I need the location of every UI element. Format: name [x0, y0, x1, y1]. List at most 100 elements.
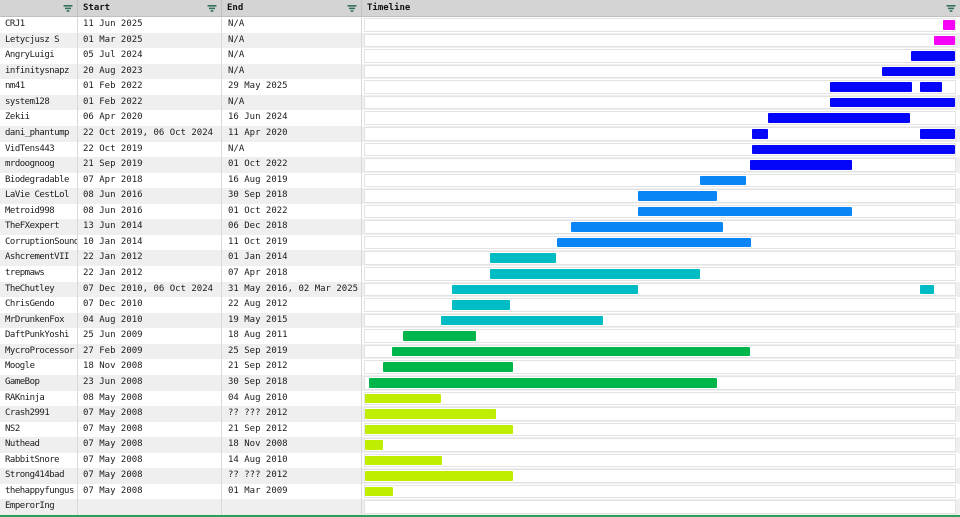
- end-date-cell: N/A: [222, 48, 362, 64]
- timeline-bar[interactable]: [933, 35, 955, 46]
- table-row[interactable]: ChrisGendo 07 Dec 2010 22 Aug 2012: [0, 297, 960, 313]
- table-row[interactable]: Zekii 06 Apr 2020 16 Jun 2024: [0, 110, 960, 126]
- table-row[interactable]: dani_phantump 22 Oct 2019, 06 Oct 2024 11 …: [0, 125, 960, 142]
- timeline-bar[interactable]: [365, 424, 513, 435]
- timeline-cell: [362, 468, 960, 484]
- start-date-cell: 07 Apr 2018: [78, 172, 222, 189]
- timeline-bar[interactable]: [749, 160, 852, 170]
- timeline-bar[interactable]: [700, 175, 747, 186]
- timeline-bar[interactable]: [452, 300, 511, 310]
- table-row[interactable]: Moogle 18 Nov 2008 21 Sep 2012: [0, 359, 960, 375]
- timeline-cell: [362, 79, 960, 95]
- table-row[interactable]: NS2 07 May 2008 21 Sep 2012: [0, 421, 960, 438]
- table-row[interactable]: Biodegradable 07 Apr 2018 16 Aug 2019: [0, 172, 960, 189]
- timeline-bar[interactable]: [920, 82, 942, 92]
- header-cell-start[interactable]: Start: [78, 0, 222, 16]
- timeline-bar[interactable]: [881, 66, 955, 77]
- filter-icon[interactable]: [946, 4, 956, 12]
- member-name-cell: trepmaws: [0, 266, 78, 282]
- filter-icon[interactable]: [347, 4, 357, 12]
- table-row[interactable]: AshcrementVII 22 Jan 2012 01 Jan 2014: [0, 250, 960, 266]
- timeline-bar[interactable]: [829, 97, 955, 108]
- table-row[interactable]: AngryLuigi 05 Jul 2024 N/A: [0, 48, 960, 64]
- timeline-bar[interactable]: [365, 440, 384, 450]
- header-cell-timeline[interactable]: Timeline: [362, 0, 960, 16]
- timeline-bar[interactable]: [557, 237, 752, 248]
- start-date-cell: 22 Jan 2012: [78, 266, 222, 282]
- table-row[interactable]: nm41 01 Feb 2022 29 May 2025: [0, 79, 960, 95]
- timeline-bar[interactable]: [365, 393, 441, 404]
- start-date-cell: 18 Nov 2008: [78, 359, 222, 375]
- table-row[interactable]: VidTens443 22 Oct 2019 N/A: [0, 141, 960, 158]
- timeline-track: [364, 251, 956, 265]
- table-row[interactable]: Metroid998 08 Jun 2016 01 Oct 2022: [0, 203, 960, 220]
- timeline-bar[interactable]: [383, 362, 513, 372]
- table-row[interactable]: CRJ1 11 Jun 2025 N/A: [0, 17, 960, 33]
- table-row[interactable]: RAKninja 08 May 2008 04 Aug 2010: [0, 390, 960, 407]
- timeline-track: [364, 189, 956, 203]
- table-row[interactable]: GameBop 23 Jun 2008 30 Sep 2018: [0, 374, 960, 391]
- timeline-track: [364, 391, 956, 406]
- timeline-bar[interactable]: [440, 315, 603, 326]
- table-row[interactable]: trepmaws 22 Jan 2012 07 Apr 2018: [0, 266, 960, 282]
- timeline-bar[interactable]: [365, 486, 393, 497]
- table-row[interactable]: system128 01 Feb 2022 N/A: [0, 94, 960, 111]
- timeline-track: [364, 407, 956, 421]
- filter-icon[interactable]: [207, 4, 217, 12]
- table-row[interactable]: RabbitSnore 07 May 2008 14 Aug 2010: [0, 452, 960, 469]
- timeline-bar[interactable]: [752, 128, 769, 139]
- table-row[interactable]: CorruptionSound 10 Jan 2014 11 Oct 2019: [0, 234, 960, 251]
- timeline-bar[interactable]: [369, 377, 717, 388]
- filter-icon[interactable]: [63, 4, 73, 12]
- table-row[interactable]: MycroProcessor 27 Feb 2009 25 Sep 2019: [0, 343, 960, 360]
- timeline-cell: [362, 126, 960, 142]
- timeline-track: [364, 484, 956, 499]
- timeline-bar[interactable]: [638, 206, 852, 217]
- table-row[interactable]: thehappyfungus 07 May 2008 01 Mar 2009: [0, 483, 960, 500]
- header-label-timeline: Timeline: [367, 3, 411, 13]
- timeline-bar[interactable]: [829, 82, 912, 92]
- table-row[interactable]: EmperorIng: [0, 499, 960, 515]
- timeline-bar[interactable]: [920, 284, 934, 295]
- timeline-bar[interactable]: [490, 269, 701, 279]
- table-row[interactable]: TheChutley 07 Dec 2010, 06 Oct 2024 31 May…: [0, 281, 960, 298]
- timeline-bar[interactable]: [365, 471, 514, 481]
- timeline-cell: [362, 359, 960, 375]
- header-cell-member[interactable]: [0, 0, 78, 16]
- table-row[interactable]: mrdoognoog 21 Sep 2019 01 Oct 2022: [0, 157, 960, 173]
- timeline-bar[interactable]: [920, 128, 955, 139]
- timeline-bar[interactable]: [392, 346, 750, 357]
- end-date-cell: 04 Aug 2010: [222, 390, 362, 407]
- timeline-bar[interactable]: [911, 51, 955, 61]
- table-row[interactable]: Crash2991 07 May 2008?? ??? 2012: [0, 406, 960, 422]
- table-row[interactable]: MrDrunkenFox 04 Aug 2010 19 May 2015: [0, 312, 960, 329]
- member-name-cell: Zekii: [0, 110, 78, 126]
- header-label-start: Start: [83, 3, 111, 13]
- timeline-bar[interactable]: [638, 191, 717, 201]
- timeline-bar[interactable]: [752, 144, 955, 155]
- end-date-cell: 06 Dec 2018: [222, 219, 362, 235]
- table-row[interactable]: Nuthead 07 May 2008 18 Nov 2008: [0, 437, 960, 453]
- timeline-bar[interactable]: [403, 331, 476, 341]
- start-date-cell: 11 Jun 2025: [78, 17, 222, 33]
- timeline-bar[interactable]: [365, 409, 496, 419]
- table-row[interactable]: LaVie CestLol 08 Jun 2016 30 Sep 2018: [0, 188, 960, 204]
- table-row[interactable]: DaftPunkYoshi 25 Jun 2009 18 Aug 2011: [0, 328, 960, 344]
- table-row[interactable]: TheFXexpert 13 Jun 2014 06 Dec 2018: [0, 219, 960, 235]
- header-cell-end[interactable]: End: [222, 0, 362, 16]
- timeline-track: [364, 33, 956, 48]
- timeline-bar[interactable]: [365, 455, 442, 466]
- table-row[interactable]: infinitysnapz 20 Aug 2023 N/A: [0, 63, 960, 80]
- table-row[interactable]: Strong414bad 07 May 2008?? ??? 2012: [0, 468, 960, 484]
- timeline-bar[interactable]: [767, 113, 910, 123]
- timeline-track: [364, 422, 956, 437]
- start-date-cell: 08 May 2008: [78, 390, 222, 407]
- timeline-bar[interactable]: [452, 284, 638, 295]
- end-date-cell: 01 Oct 2022: [222, 203, 362, 220]
- timeline-bar[interactable]: [490, 253, 557, 263]
- timeline-bar[interactable]: [571, 222, 723, 232]
- timeline-bar[interactable]: [943, 20, 955, 30]
- table-row[interactable]: Letycjusz S 01 Mar 2025 N/A: [0, 32, 960, 49]
- timeline-cell: [362, 142, 960, 158]
